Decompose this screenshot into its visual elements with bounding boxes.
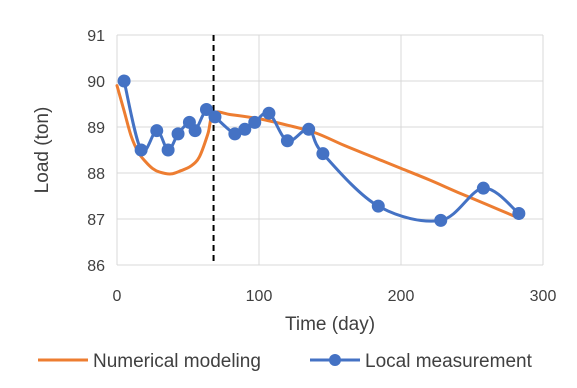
data-point-local-measurement [188, 124, 202, 138]
data-point-local-measurement [117, 74, 131, 88]
y-tick-label: 90 [87, 74, 105, 91]
tick-labels: 86 87 88 89 90 91 0 100 200 300 [87, 28, 556, 305]
x-tick-label: 0 [113, 288, 122, 305]
x-tick-label: 100 [246, 288, 273, 305]
data-point-local-measurement [434, 213, 448, 227]
data-point-local-measurement [150, 124, 164, 138]
y-tick-label: 86 [87, 258, 105, 275]
y-tick-label: 87 [87, 212, 105, 229]
data-point-local-measurement [199, 103, 213, 117]
y-axis-title: Load (ton) [32, 107, 53, 194]
data-point-local-measurement [316, 147, 330, 161]
data-point-local-measurement [371, 199, 385, 213]
data-point-local-measurement [171, 127, 185, 141]
data-point-local-measurement [161, 143, 175, 157]
legend-label-local-measurement: Local measurement [365, 351, 533, 372]
x-axis-title: Time (day) [285, 314, 375, 335]
y-tick-label: 89 [87, 120, 105, 137]
data-point-local-measurement [238, 122, 252, 136]
series-layer [115, 74, 526, 227]
data-point-local-measurement [262, 106, 276, 120]
x-tick-label: 200 [388, 288, 415, 305]
y-tick-label: 88 [87, 166, 105, 183]
series-line-numerical-modeling [115, 84, 521, 220]
y-tick-label: 91 [87, 28, 105, 45]
x-tick-label: 300 [530, 288, 557, 305]
data-point-local-measurement [208, 110, 222, 124]
data-point-local-measurement [476, 181, 490, 195]
legend-label-numerical-modeling: Numerical modeling [93, 351, 261, 372]
data-point-local-measurement [512, 206, 526, 220]
legend-marker-local-measurement [329, 354, 341, 366]
legend-item-numerical-modeling: Numerical modeling [38, 351, 261, 372]
data-point-local-measurement [248, 115, 262, 129]
legend: Numerical modeling Local measurement [38, 351, 533, 372]
data-point-local-measurement [134, 143, 148, 157]
data-point-local-measurement [302, 122, 316, 136]
data-point-local-measurement [280, 134, 294, 148]
legend-item-local-measurement: Local measurement [310, 351, 533, 372]
